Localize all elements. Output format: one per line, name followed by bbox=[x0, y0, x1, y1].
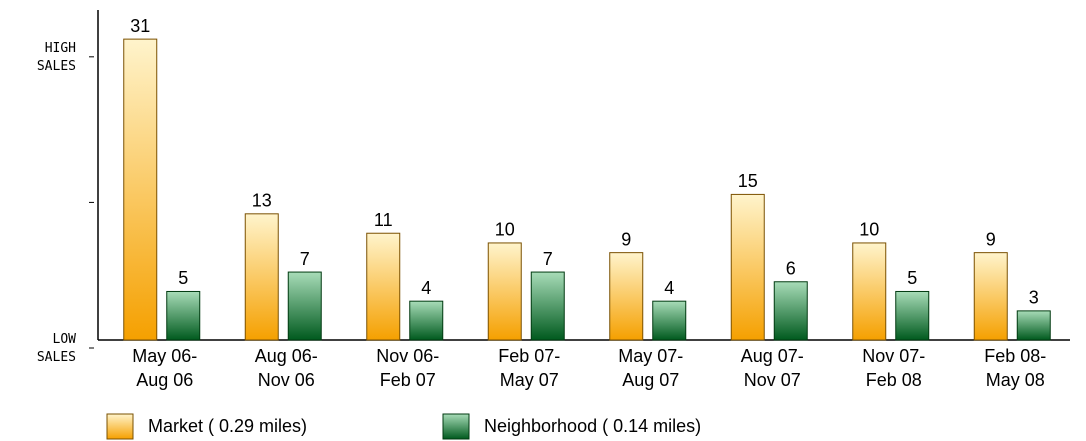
bar bbox=[409, 300, 444, 341]
y-tick-label: LOW SALES bbox=[37, 332, 76, 365]
x-tick-label: Feb 08-May 08 bbox=[984, 346, 1046, 390]
value-label: 10 bbox=[859, 220, 879, 240]
value-label: 7 bbox=[543, 249, 553, 269]
value-label: 7 bbox=[300, 249, 310, 269]
value-label: 9 bbox=[621, 229, 631, 249]
value-label: 9 bbox=[986, 229, 996, 249]
value-label: 5 bbox=[178, 268, 188, 288]
x-tick-label: Nov 06-Feb 07 bbox=[376, 346, 439, 390]
bar bbox=[487, 242, 522, 341]
bar bbox=[287, 271, 322, 341]
bar bbox=[609, 252, 644, 341]
bar bbox=[652, 300, 687, 341]
value-label: 13 bbox=[252, 191, 272, 211]
x-tick-label: Aug 07-Nov 07 bbox=[741, 346, 804, 390]
y-tick-label: HIGH SALES bbox=[37, 40, 76, 73]
bar bbox=[1016, 310, 1051, 341]
value-label: 11 bbox=[374, 210, 393, 230]
legend-label: Neighborhood ( 0.14 miles) bbox=[484, 416, 701, 436]
legend-label: Market ( 0.29 miles) bbox=[148, 416, 307, 436]
bar bbox=[773, 281, 808, 341]
bar bbox=[852, 242, 887, 341]
x-tick-label: May 06-Aug 06 bbox=[132, 346, 197, 390]
bar bbox=[730, 193, 765, 341]
x-tick-label: Feb 07-May 07 bbox=[498, 346, 560, 390]
x-tick-label: May 07-Aug 07 bbox=[618, 346, 683, 390]
value-label: 10 bbox=[495, 220, 515, 240]
bar bbox=[530, 271, 565, 341]
value-label: 4 bbox=[664, 278, 674, 298]
value-label: 31 bbox=[130, 16, 150, 36]
value-label: 4 bbox=[421, 278, 431, 298]
value-label: 6 bbox=[786, 259, 796, 279]
legend-swatch bbox=[442, 413, 470, 440]
bar bbox=[366, 232, 401, 341]
value-label: 3 bbox=[1029, 288, 1039, 308]
legend-swatch bbox=[106, 413, 134, 440]
bar bbox=[973, 252, 1008, 341]
x-tick-label: Aug 06-Nov 06 bbox=[255, 346, 318, 390]
bar bbox=[123, 38, 158, 341]
bar bbox=[244, 213, 279, 341]
value-label: 5 bbox=[907, 268, 917, 288]
value-label: 15 bbox=[738, 171, 758, 191]
bar bbox=[895, 290, 930, 341]
bar bbox=[166, 290, 201, 341]
x-tick-label: Nov 07-Feb 08 bbox=[862, 346, 925, 390]
